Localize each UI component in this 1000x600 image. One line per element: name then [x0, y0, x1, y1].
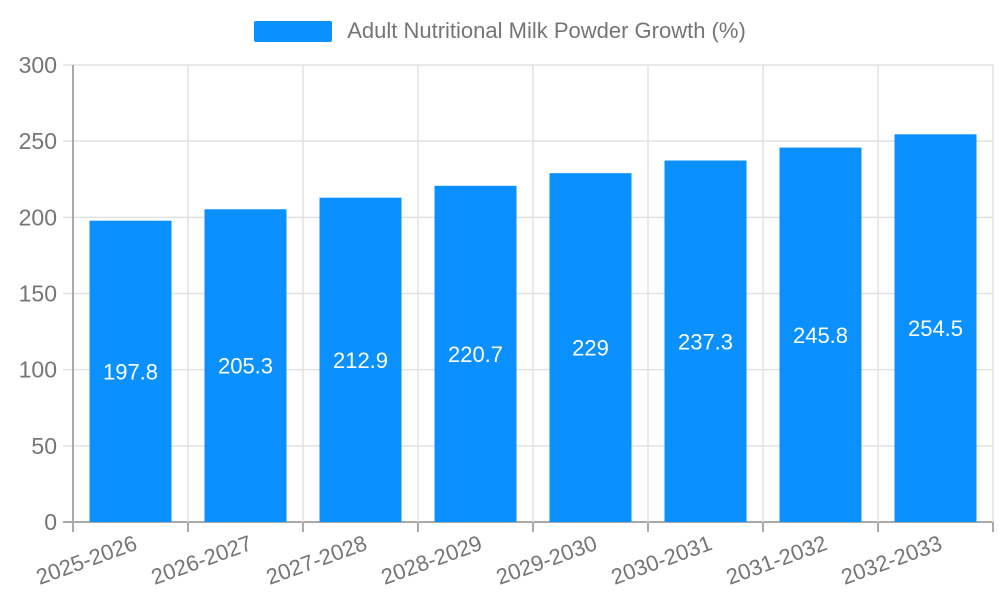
y-tick-label: 200: [19, 204, 57, 230]
x-tick-label: 2031-2032: [723, 530, 830, 589]
bar-2028-2029: [434, 185, 517, 522]
bar-value-label: 197.8: [103, 359, 158, 384]
legend-item[interactable]: Adult Nutritional Milk Powder Growth (%): [0, 18, 1000, 44]
bar-value-label: 237.3: [678, 329, 733, 354]
legend-label: Adult Nutritional Milk Powder Growth (%): [347, 18, 746, 43]
bar-value-label: 254.5: [908, 316, 963, 341]
y-tick-label: 0: [44, 509, 57, 535]
bar-2025-2026: [89, 220, 172, 522]
legend-swatch: [254, 20, 333, 42]
y-tick-label: 250: [19, 128, 57, 154]
bar-value-label: 245.8: [793, 323, 848, 348]
bar-2032-2033: [894, 134, 977, 523]
bar-2026-2027: [204, 209, 287, 522]
x-tick-label: 2026-2027: [148, 530, 255, 589]
bar-value-label: 205.3: [218, 354, 273, 379]
y-tick-label: 50: [31, 433, 57, 459]
bar-2029-2030: [549, 173, 632, 522]
bar-2031-2032: [779, 147, 862, 522]
y-tick-label: 150: [19, 281, 57, 307]
x-tick-label: 2028-2029: [378, 530, 485, 589]
bar-value-label: 220.7: [448, 342, 503, 367]
bar-value-label: 229: [572, 336, 609, 361]
x-tick-label: 2025-2026: [33, 530, 140, 589]
x-tick-label: 2027-2028: [263, 530, 370, 589]
bar-2030-2031: [664, 160, 747, 522]
x-tick-label: 2030-2031: [608, 530, 715, 589]
y-tick-label: 100: [19, 357, 57, 383]
bar-value-label: 212.9: [333, 348, 388, 373]
y-tick-label: 300: [19, 52, 57, 78]
x-tick-label: 2029-2030: [493, 530, 600, 589]
x-tick-label: 2032-2033: [838, 530, 945, 589]
bar-2027-2028: [319, 197, 402, 523]
